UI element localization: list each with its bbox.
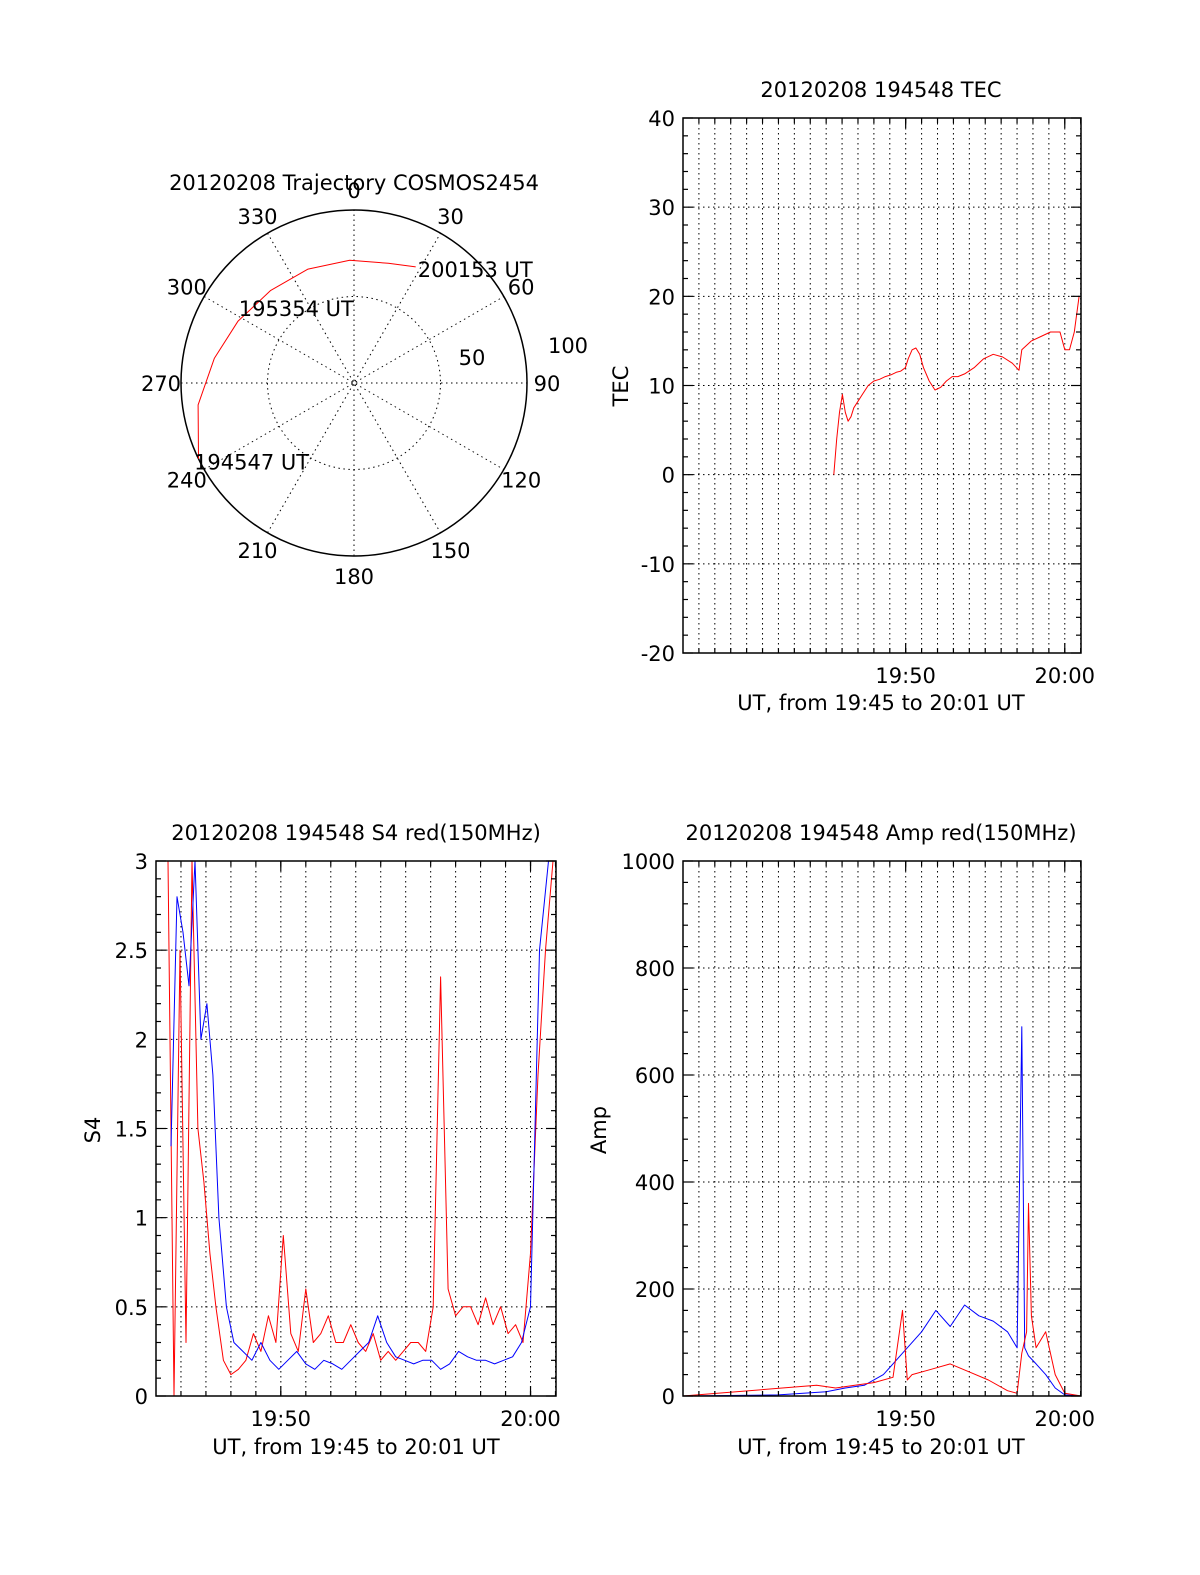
y-tick-label: 1000: [622, 850, 675, 874]
x-tick-label: 19:50: [875, 1407, 936, 1431]
azimuth-label-150: 150: [430, 539, 470, 563]
polar-spoke-60: [203, 296, 505, 470]
azimuth-label-240: 240: [167, 469, 207, 493]
x-tick-label: 19:50: [875, 664, 936, 688]
y-tick-label: 3: [135, 850, 148, 874]
y-tick-label: 0.5: [115, 1296, 148, 1320]
polar-azimuth-labels: 0 30 60 90 120 150 180 210 240 270 300 330: [141, 179, 560, 589]
amp-title: 20120208 194548 Amp red(150MHz): [685, 821, 1076, 845]
s4-ylabel: S4: [81, 1117, 105, 1144]
polar-title: 20120208 Trajectory COSMOS2454: [169, 171, 539, 195]
trajectory-time-label: 200153 UT: [418, 258, 533, 282]
tec-title: 20120208 194548 TEC: [760, 78, 1001, 102]
polar-grid: [180, 209, 528, 557]
trajectory-annotations: 200153 UT 195354 UT 194547 UT: [194, 258, 533, 475]
y-tick-label: -10: [641, 553, 675, 577]
x-tick-label: 20:00: [1035, 1407, 1096, 1431]
tec-plot: 20120208 194548 TEC UT, from 19:45 to 20…: [609, 78, 1095, 715]
plot-grid: [156, 861, 557, 1396]
x-axis-ticks: 19:50 20:00: [698, 861, 1096, 1431]
y-tick-label: 2: [135, 1028, 148, 1052]
plot-frame: [682, 117, 1082, 654]
y-tick-label: 2.5: [115, 939, 148, 963]
azimuth-label-120: 120: [501, 469, 541, 493]
y-tick-label: 0: [662, 464, 675, 488]
y-tick-label: 0: [662, 1385, 675, 1409]
y-tick-label: 40: [648, 107, 675, 131]
azimuth-label-210: 210: [237, 539, 277, 563]
polar-spoke-120: [203, 296, 505, 470]
y-tick-label: 1: [135, 1207, 148, 1231]
radial-label-50: 50: [459, 346, 486, 370]
trajectory-line: [197, 259, 416, 459]
plot-grid: [683, 118, 1082, 653]
azimuth-label-60: 60: [508, 276, 535, 300]
s4-plot: 20120208 194548 S4 red(150MHz) UT, from …: [81, 821, 561, 1459]
x-axis-ticks: 19:50 20:00: [698, 118, 1096, 688]
azimuth-label-300: 300: [167, 276, 207, 300]
amp-plot: 20120208 194548 Amp red(150MHz) UT, from…: [587, 821, 1095, 1459]
amp-xlabel: UT, from 19:45 to 20:01 UT: [737, 1435, 1025, 1459]
azimuth-label-30: 30: [437, 205, 464, 229]
y-tick-label: 30: [648, 196, 675, 220]
azimuth-label-180: 180: [334, 565, 374, 589]
radial-label-100: 100: [548, 334, 588, 358]
y-axis-ticks: -20 -10 0 10 20 30 40: [641, 107, 1081, 666]
y-tick-label: 600: [635, 1064, 675, 1088]
azimuth-label-330: 330: [237, 205, 277, 229]
y-tick-label: 400: [635, 1171, 675, 1195]
x-tick-label: 19:50: [251, 1407, 312, 1431]
polar-spoke-30: [267, 232, 441, 534]
y-tick-label: 10: [648, 375, 675, 399]
s4-xlabel: UT, from 19:45 to 20:01 UT: [212, 1435, 500, 1459]
x-tick-label: 20:00: [500, 1407, 561, 1431]
y-tick-label: 0: [135, 1385, 148, 1409]
polar-trajectory-plot: 20120208 Trajectory COSMOS2454 0 30 60 90 12…: [141, 171, 588, 589]
azimuth-label-270: 270: [141, 372, 181, 396]
series-line-1: [170, 860, 553, 1370]
series-line-0: [833, 296, 1080, 475]
polar-spoke-150: [267, 232, 441, 534]
y-tick-label: -20: [641, 642, 675, 666]
y-tick-label: 20: [648, 285, 675, 309]
azimuth-label-0: 0: [347, 179, 360, 203]
plot-grid: [683, 861, 1082, 1396]
y-tick-label: 1.5: [115, 1118, 148, 1142]
trajectory-time-label: 195354 UT: [239, 297, 354, 321]
series-line-1: [682, 1202, 1082, 1397]
x-axis-ticks: 19:50 20:00: [180, 861, 561, 1431]
azimuth-label-90: 90: [534, 372, 561, 396]
plot-frame: [682, 860, 1082, 1397]
y-axis-ticks: 0 200 400 600 800 1000: [622, 850, 1081, 1409]
y-tick-label: 200: [635, 1278, 675, 1302]
polar-ring-50: [267, 296, 441, 470]
y-axis-ticks: 0 0.5 1 1.5 2 2.5 3: [115, 850, 556, 1409]
y-tick-label: 800: [635, 957, 675, 981]
series-line-0: [167, 860, 554, 1397]
series-line-0: [682, 1026, 1082, 1397]
x-tick-label: 20:00: [1035, 664, 1096, 688]
polar-radial-labels: 50 100: [459, 334, 588, 370]
tec-xlabel: UT, from 19:45 to 20:01 UT: [737, 691, 1025, 715]
tec-ylabel: TEC: [609, 366, 633, 408]
s4-title: 20120208 194548 S4 red(150MHz): [171, 821, 541, 845]
trajectory-time-label: 194547 UT: [194, 451, 309, 475]
amp-ylabel: Amp: [587, 1106, 611, 1154]
